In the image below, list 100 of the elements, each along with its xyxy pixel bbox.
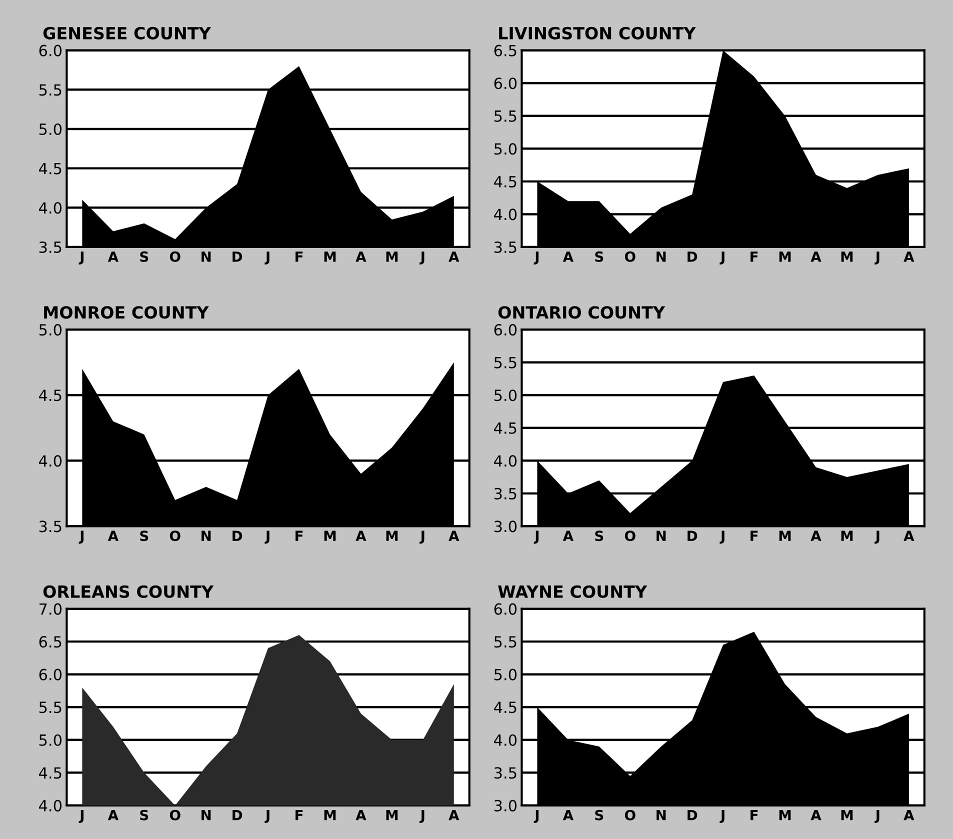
y-tick-label: 4.0	[494, 208, 517, 220]
x-tick-label: O	[624, 251, 636, 262]
y-tick-label: 4.5	[494, 176, 516, 188]
y-tick-label: 6.5	[39, 636, 62, 648]
x-tick-label: A	[562, 810, 574, 820]
y-tick-label: 4.5	[494, 702, 516, 714]
x-tick-label: J	[534, 252, 539, 264]
y-tick-label: 5.5	[494, 357, 516, 368]
x-tick-label: A	[448, 252, 460, 262]
x-tick-label: J	[720, 252, 724, 264]
x-tick-label: F	[750, 530, 758, 541]
y-tick-label: 4.0	[494, 734, 517, 746]
x-tick-label: A	[562, 252, 574, 262]
x-tick-label: J	[874, 810, 880, 823]
x-tick-label: A	[810, 252, 822, 262]
y-tick-label: 3.5	[39, 520, 62, 532]
y-tick-label: 6.0	[39, 668, 62, 680]
x-tick-label: S	[595, 530, 604, 542]
y-tick-label: 4.5	[38, 390, 62, 402]
y-tick-label: 7.0	[40, 603, 62, 615]
y-tick-label: 5.0	[39, 123, 62, 136]
y-tick-label: 4.5	[38, 162, 62, 174]
y-tick-label: 4.0	[38, 455, 62, 467]
x-tick-label: D	[232, 252, 242, 262]
y-tick-label: 3.0	[494, 800, 517, 812]
x-tick-label: F	[296, 810, 303, 820]
chart-title: GENESEE COUNTY	[43, 26, 212, 40]
x-tick-label: O	[624, 530, 636, 542]
x-tick-label: J	[874, 530, 880, 544]
x-tick-label: M	[324, 530, 336, 541]
x-tick-label: J	[720, 810, 724, 823]
y-tick-label: 5.0	[39, 324, 62, 336]
x-tick-label: N	[202, 810, 211, 820]
x-tick-label: O	[170, 810, 180, 820]
y-tick-label: 5.0	[494, 143, 517, 155]
x-tick-label: M	[841, 810, 853, 820]
x-tick-label: A	[356, 810, 366, 820]
x-tick-label: J	[420, 252, 424, 264]
x-tick-label: J	[534, 810, 539, 823]
x-tick-label: A	[810, 530, 822, 541]
x-tick-label: J	[420, 810, 424, 823]
x-tick-label: A	[904, 252, 914, 262]
x-tick-label: N	[656, 252, 666, 262]
chart-title: WAYNE COUNTY	[498, 585, 648, 598]
x-tick-label: N	[202, 252, 211, 262]
x-tick-label: M	[386, 530, 398, 541]
y-tick-label: 6.0	[39, 44, 62, 56]
x-tick-label: D	[688, 530, 698, 541]
x-tick-label: A	[904, 530, 914, 541]
x-tick-label: M	[779, 252, 791, 262]
x-tick-label: S	[140, 251, 148, 262]
y-tick-label: 3.5	[494, 241, 516, 253]
x-tick-label: A	[356, 530, 366, 541]
x-tick-label: F	[750, 810, 758, 820]
y-tick-label: 4.0	[494, 455, 517, 467]
y-tick-label: 3.0	[494, 520, 517, 532]
x-tick-label: O	[170, 251, 180, 262]
x-tick-label: M	[779, 530, 791, 541]
y-tick-label: 6.0	[494, 603, 517, 615]
y-tick-label: 5.0	[494, 390, 517, 402]
y-tick-label: 6.5	[494, 44, 516, 56]
x-tick-label: J	[264, 530, 270, 544]
chart-title: LIVINGSTON COUNTY	[499, 26, 696, 40]
x-tick-label: A	[562, 530, 574, 541]
x-tick-label: J	[720, 530, 724, 544]
x-tick-label: A	[356, 252, 366, 262]
x-tick-label: F	[296, 530, 303, 541]
x-tick-label: D	[688, 252, 698, 262]
x-tick-label: A	[810, 810, 822, 820]
chart-title: ONTARIO COUNTY	[498, 306, 666, 319]
chart-title: MONROE COUNTY	[44, 306, 209, 319]
x-tick-label: J	[874, 252, 880, 264]
x-tick-label: J	[78, 810, 84, 823]
x-tick-label: A	[108, 530, 118, 541]
x-tick-label: S	[595, 251, 604, 262]
y-tick-label: 5.5	[39, 84, 62, 96]
y-tick-label: 3.5	[39, 241, 62, 253]
y-tick-label: 5.5	[494, 636, 516, 648]
chart-title: ORLEANS COUNTY	[43, 585, 214, 598]
x-tick-label: N	[656, 530, 666, 541]
x-tick-label: J	[264, 252, 270, 264]
x-tick-label: M	[779, 810, 791, 820]
x-tick-label: A	[448, 530, 460, 541]
x-tick-label: A	[108, 252, 118, 262]
x-tick-label: F	[296, 252, 303, 262]
y-tick-label: 3.5	[494, 767, 516, 779]
y-tick-label: 6.0	[494, 78, 517, 90]
x-tick-label: M	[386, 810, 398, 820]
x-tick-label: J	[78, 530, 84, 544]
x-tick-label: N	[202, 530, 211, 541]
x-tick-label: S	[140, 530, 148, 542]
y-tick-label: 5.5	[39, 702, 62, 714]
x-tick-label: M	[841, 252, 853, 262]
y-tick-label: 6.0	[494, 324, 517, 336]
x-tick-label: A	[108, 810, 118, 820]
y-tick-label: 4.5	[494, 422, 516, 434]
y-tick-label: 3.5	[494, 488, 516, 500]
x-tick-label: D	[232, 810, 242, 820]
x-tick-label: J	[420, 530, 424, 544]
y-tick-label: 4.0	[38, 800, 62, 812]
